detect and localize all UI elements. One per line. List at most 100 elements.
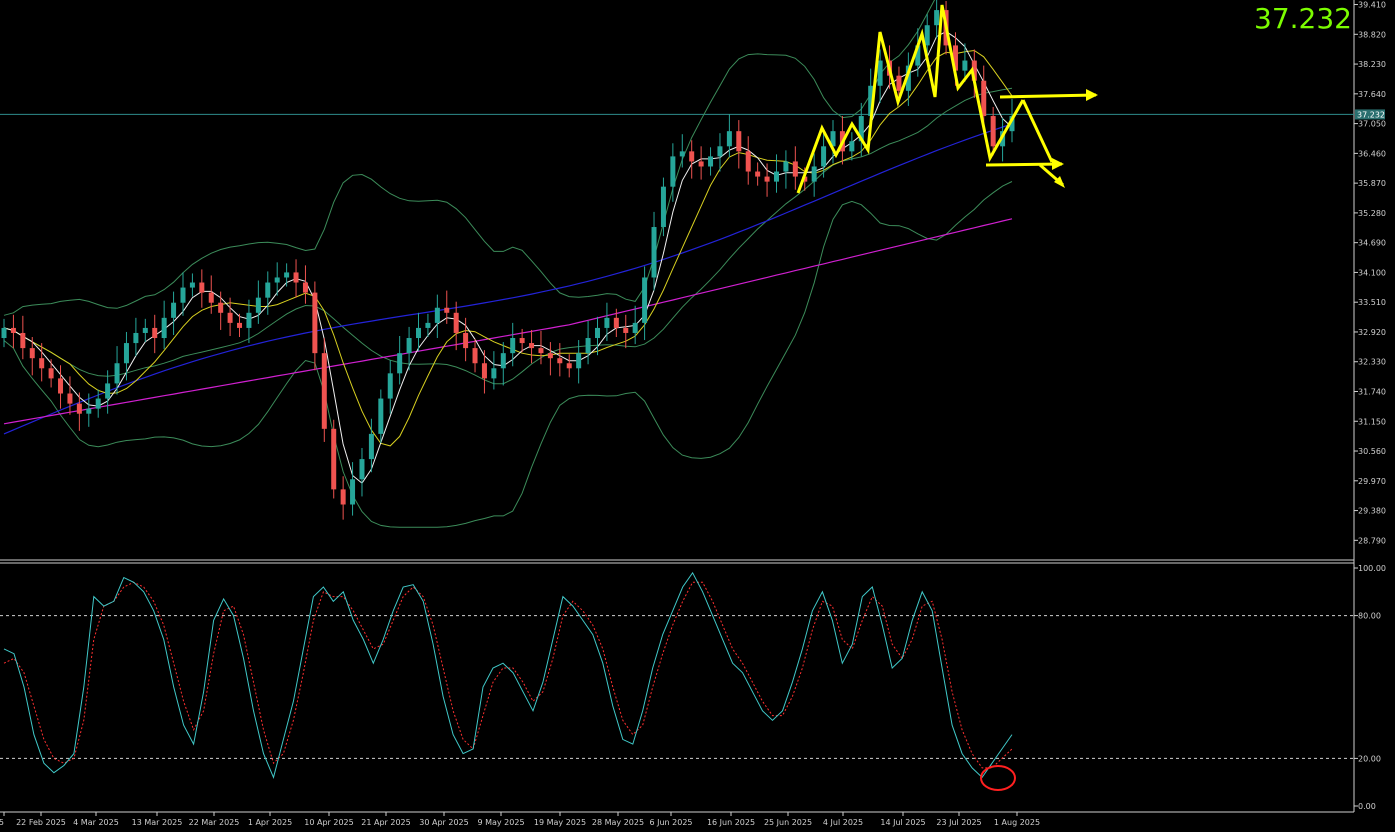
candle-body xyxy=(350,479,356,505)
candle-body xyxy=(990,116,996,147)
price-tick-label: 35.280 xyxy=(1358,209,1386,218)
candle-body xyxy=(642,277,648,323)
candle-body xyxy=(29,348,35,359)
candle-body xyxy=(613,317,619,328)
arrowhead-right-lower xyxy=(1052,158,1064,170)
candle-body xyxy=(915,45,921,66)
time-tick-label: 19 May 2025 xyxy=(534,818,586,827)
candle-body xyxy=(679,151,685,157)
candle-body xyxy=(359,459,365,480)
candle-body xyxy=(133,332,139,344)
candle-body xyxy=(783,161,789,172)
candle-body xyxy=(1,327,7,339)
price-tick-label: 34.100 xyxy=(1358,268,1386,277)
candle-body xyxy=(227,312,233,323)
time-tick-label: 14 Jul 2025 xyxy=(880,818,925,827)
candle-body xyxy=(86,408,92,414)
price-tick-label: 33.510 xyxy=(1358,298,1386,307)
time-tick-label: 22 Feb 2025 xyxy=(16,818,66,827)
candle-body xyxy=(858,116,864,142)
candle-body xyxy=(95,398,101,409)
candle-body xyxy=(444,307,450,313)
candle-body xyxy=(924,25,930,46)
drawing-overlays xyxy=(796,4,1098,194)
time-tick-label: 25 xyxy=(0,818,4,827)
candle-body xyxy=(717,146,723,157)
price-tick-label: 29.970 xyxy=(1358,477,1386,486)
candle-body xyxy=(689,151,695,162)
candle-body xyxy=(849,141,855,152)
price-tick-label: 30.560 xyxy=(1358,447,1386,456)
candle-body xyxy=(58,378,64,394)
current-price-display: 37.232 xyxy=(1254,2,1352,35)
candle-body xyxy=(952,45,958,71)
candle-body xyxy=(312,292,318,354)
candle-body xyxy=(500,353,506,369)
candle-body xyxy=(218,302,224,313)
oversold-highlight-circle xyxy=(980,765,1016,791)
current-price-tag-label: 37.232 xyxy=(1357,110,1385,119)
candle-body xyxy=(736,131,742,152)
current-price-tag xyxy=(1355,109,1385,120)
candle-body xyxy=(416,327,422,339)
candle-body xyxy=(265,282,271,298)
moving-average-fast-white xyxy=(3,30,1013,484)
price-tick-label: 29.380 xyxy=(1358,507,1386,516)
price-tick-label: 34.690 xyxy=(1358,239,1386,248)
candle-body xyxy=(284,272,290,278)
moving-average-50 xyxy=(3,123,1013,435)
candle-body xyxy=(670,156,676,187)
candle-body xyxy=(114,363,120,384)
candle-body xyxy=(708,156,714,167)
candle-body xyxy=(726,131,732,147)
candle-body xyxy=(20,332,26,349)
candle-body xyxy=(463,332,469,349)
bollinger-lower-band xyxy=(3,181,1013,528)
candle-body xyxy=(180,287,186,303)
price-tick-label: 31.740 xyxy=(1358,387,1386,396)
candle-body xyxy=(331,428,337,490)
main-price-pane xyxy=(0,0,1354,528)
candle-body xyxy=(585,338,591,354)
candle-body xyxy=(208,292,214,303)
candle-body xyxy=(406,338,412,354)
candle-body xyxy=(340,489,346,505)
price-tick-label: 28.790 xyxy=(1358,536,1386,545)
candle-body xyxy=(425,322,431,328)
stochastic-tick-label: 20.00 xyxy=(1358,754,1381,763)
stochastic-pane xyxy=(0,571,1354,791)
time-tick-label: 10 Apr 2025 xyxy=(304,818,353,827)
candle-body xyxy=(123,343,129,364)
candle-body xyxy=(538,348,544,354)
candle-body xyxy=(491,368,497,379)
candle-body xyxy=(896,75,902,91)
moving-average-fast-yellow xyxy=(3,49,1013,447)
time-tick-label: 23 Jul 2025 xyxy=(936,818,981,827)
time-tick-label: 4 Mar 2025 xyxy=(73,818,119,827)
candle-body xyxy=(39,358,45,369)
price-tick-label: 38.230 xyxy=(1358,60,1386,69)
price-tick-label: 37.640 xyxy=(1358,90,1386,99)
candle-body xyxy=(48,368,54,379)
price-tick-label: 36.460 xyxy=(1358,149,1386,158)
candle-body xyxy=(576,353,582,369)
stochastic-main-line xyxy=(3,571,1013,779)
candle-body xyxy=(792,161,798,177)
candle-body xyxy=(529,343,535,349)
stochastic-tick-label: 100.00 xyxy=(1358,564,1386,573)
candle-body xyxy=(594,327,600,339)
candle-body xyxy=(566,363,572,369)
time-tick-label: 28 May 2025 xyxy=(592,818,644,827)
candle-body xyxy=(161,317,167,339)
candle-body xyxy=(905,65,911,91)
candle-body xyxy=(152,327,158,339)
candle-body xyxy=(698,161,704,167)
candle-body xyxy=(519,338,525,344)
candle-body xyxy=(246,312,252,328)
price-axis: 39.410 38.820 38.230 37.640 37.050 36.460 35.8… xyxy=(1354,1,1386,811)
candle-body xyxy=(651,227,657,278)
candle-body xyxy=(745,151,751,172)
candle-body xyxy=(472,348,478,364)
time-tick-label: 22 Mar 2025 xyxy=(189,818,240,827)
arrowhead-down xyxy=(1054,176,1065,188)
